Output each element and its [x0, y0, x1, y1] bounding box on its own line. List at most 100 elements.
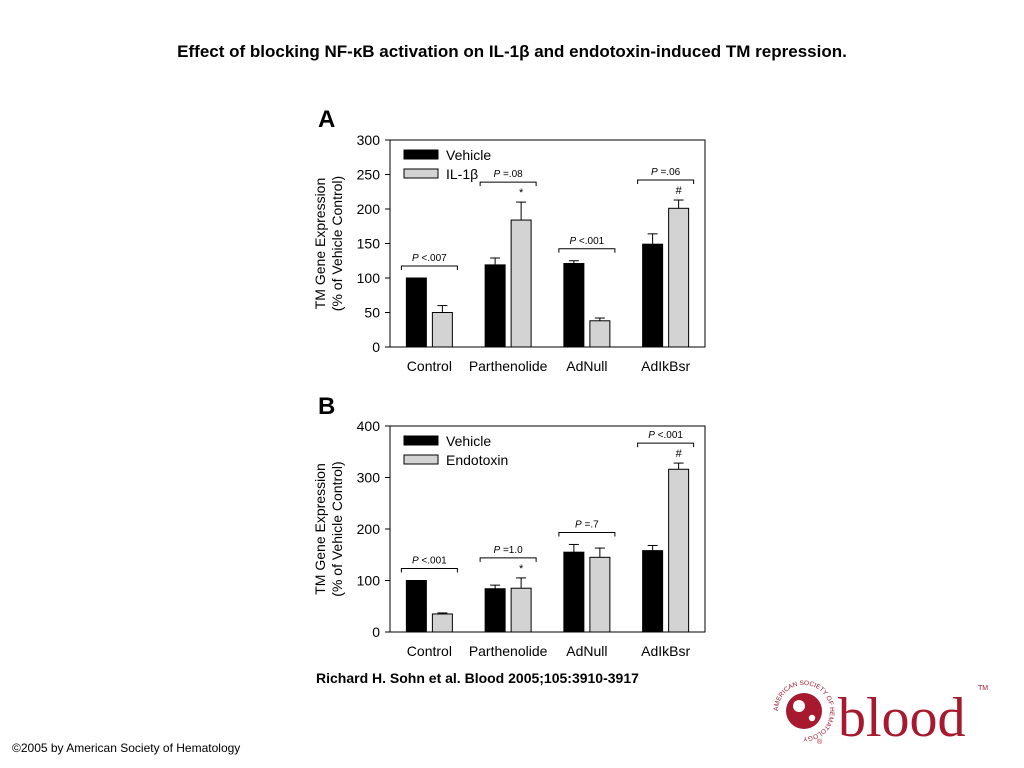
p-value-number: <.007: [419, 253, 448, 264]
y-tick-label: 0: [372, 339, 380, 355]
chart-panel-a: 0 50 100 150 200 250 300 TM Gene Expression(% o…: [312, 132, 706, 374]
y-tick-label: 100: [357, 270, 381, 286]
panel-a-label: A: [318, 106, 336, 133]
citation: Richard H. Sohn et al. Blood 2005;105:39…: [316, 670, 639, 686]
bar-vehicle-parthenolide: [484, 264, 506, 348]
bar-treatment-adikbsr: [668, 207, 690, 348]
y-tick-label: 0: [372, 624, 380, 640]
p-value-symbol: P: [648, 430, 655, 441]
p-value-label: P =.06: [651, 167, 681, 178]
chart-panel-b: 0 100 200 300 400 TM Gene Expression(% of Veh…: [312, 418, 706, 659]
logo-trademark: TM: [978, 685, 988, 692]
y-tick-label: 250: [357, 167, 381, 183]
x-tick-label: AdIkBsr: [641, 358, 690, 374]
significance-bracket: [400, 568, 458, 573]
x-tick-label: AdNull: [566, 643, 607, 659]
legend-label-vehicle: Vehicle: [446, 147, 491, 163]
significance-mark: #: [676, 448, 683, 460]
significance-bracket: [558, 248, 616, 253]
significance-mark: *: [519, 563, 524, 575]
legend-label-treatment: Endotoxin: [446, 452, 508, 468]
blood-cell-small-icon: [808, 714, 816, 722]
x-tick-label: Parthenolide: [469, 643, 548, 659]
legend-swatch-vehicle: [403, 149, 439, 160]
p-value-number: =.08: [500, 169, 523, 180]
bar-treatment-parthenolide: [510, 219, 532, 348]
p-value-symbol: P: [651, 167, 658, 178]
p-value-number: <.001: [419, 556, 448, 567]
legend-swatch-treatment: [403, 168, 439, 179]
significance-mark: #: [676, 185, 683, 197]
x-tick-label: AdIkBsr: [641, 643, 690, 659]
bar-vehicle-parthenolide: [484, 588, 506, 633]
significance-bracket: [558, 531, 616, 537]
slide-title: Effect of blocking NF-κB activation on I…: [177, 42, 847, 61]
p-value-symbol: P: [575, 519, 582, 530]
bar-treatment-parthenolide: [510, 587, 532, 633]
p-value-symbol: P: [494, 545, 501, 556]
bar-vehicle-adikbsr: [642, 550, 664, 633]
p-value-number: <.001: [576, 236, 605, 247]
blood-drop-icon: [786, 693, 822, 729]
y-tick-label: 200: [357, 201, 381, 217]
y-axis-title: TM Gene Expression(% of Vehicle Control): [312, 461, 345, 596]
significance-bracket: [479, 181, 537, 187]
p-value-number: =.7: [582, 519, 599, 530]
legend-label-vehicle: Vehicle: [446, 433, 491, 449]
logo-registered: ®: [817, 738, 823, 746]
significance-bracket: [637, 442, 695, 448]
panel-b-label: B: [318, 393, 336, 420]
p-value-label: P <.001: [648, 430, 683, 441]
x-tick-label: Control: [407, 358, 452, 374]
bar-vehicle-adikbsr: [642, 243, 664, 348]
bar-treatment-adikbsr: [668, 468, 690, 633]
y-axis-title-line: (% of Vehicle Control): [329, 461, 345, 596]
p-value-label: P <.001: [412, 556, 447, 567]
bar-treatment-control: [431, 312, 453, 348]
p-value-number: =1.0: [500, 545, 523, 556]
bar-treatment-adnull: [589, 320, 611, 348]
significance-bracket: [479, 557, 537, 562]
bar-vehicle-adnull: [563, 551, 585, 633]
x-tick-label: Control: [407, 643, 452, 659]
copyright: ©2005 by American Society of Hematology: [12, 741, 241, 755]
bar-treatment-control: [431, 613, 453, 633]
p-value-label: P =.08: [494, 169, 524, 180]
significance-bracket: [637, 179, 695, 185]
p-value-label: P <.001: [569, 236, 604, 247]
significance-mark: *: [519, 187, 524, 199]
legend-label-treatment: IL-1β: [446, 166, 478, 182]
y-tick-label: 200: [357, 521, 381, 537]
logo-wordmark: blood: [838, 687, 966, 746]
bar-vehicle-control: [405, 580, 427, 633]
p-value-symbol: P: [412, 556, 419, 567]
y-tick-label: 50: [364, 305, 380, 321]
p-value-label: P <.007: [412, 253, 447, 264]
p-value-label: P =.7: [575, 519, 599, 530]
y-tick-label: 150: [357, 236, 381, 252]
y-tick-label: 300: [357, 470, 381, 486]
x-tick-label: AdNull: [566, 358, 607, 374]
y-axis-title: TM Gene Expression(% of Vehicle Control): [312, 176, 345, 311]
legend-swatch-treatment: [403, 454, 439, 465]
p-value-symbol: P: [569, 236, 576, 247]
p-value-number: <.001: [655, 430, 684, 441]
y-tick-label: 300: [357, 132, 381, 148]
y-tick-label: 400: [357, 418, 381, 434]
p-value-label: P =1.0: [494, 545, 524, 556]
y-tick-label: 100: [357, 573, 381, 589]
y-axis-title-line: (% of Vehicle Control): [329, 176, 345, 311]
bar-treatment-adnull: [589, 556, 611, 633]
p-value-number: =.06: [658, 167, 681, 178]
p-value-symbol: P: [412, 253, 419, 264]
y-axis-title-line: TM Gene Expression: [312, 178, 328, 310]
x-tick-label: Parthenolide: [469, 358, 548, 374]
p-value-symbol: P: [494, 169, 501, 180]
legend-swatch-vehicle: [403, 435, 439, 446]
blood-journal-logo: AMERICAN SOCIETY OF HEMATOLOGY blood TM …: [773, 680, 988, 746]
significance-bracket: [400, 265, 458, 270]
blood-cell-icon: [793, 700, 805, 712]
bar-vehicle-control: [405, 277, 427, 348]
bar-vehicle-adnull: [563, 263, 585, 348]
y-axis-title-line: TM Gene Expression: [312, 463, 328, 595]
